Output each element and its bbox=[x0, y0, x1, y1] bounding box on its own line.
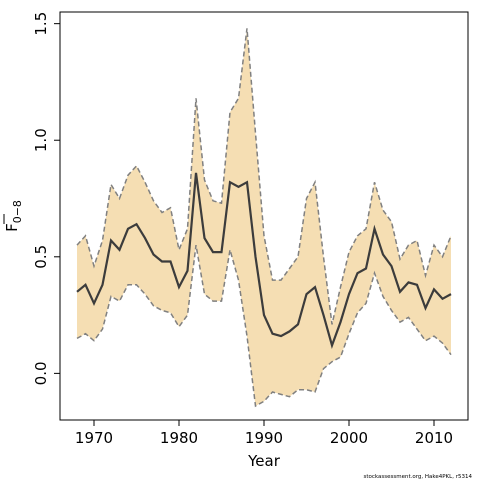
y-axis-title: F0−8 bbox=[3, 200, 24, 232]
x-tick-label: 1990 bbox=[245, 429, 283, 447]
y-axis: 0.0 0.5 1.0 1.5 bbox=[32, 12, 61, 385]
x-axis-title: Year bbox=[247, 452, 281, 470]
x-tick-label: 1970 bbox=[75, 429, 113, 447]
plot-area bbox=[76, 28, 452, 408]
y-axis-title-subscript: 0−8 bbox=[11, 200, 24, 223]
y-tick-label: 1.0 bbox=[32, 128, 50, 152]
y-tick-label: 1.5 bbox=[32, 12, 50, 36]
x-tick-label: 2010 bbox=[415, 429, 453, 447]
y-tick-label: 0.0 bbox=[32, 361, 50, 385]
x-axis: 1970 1980 1990 2000 2010 bbox=[75, 419, 453, 447]
x-tick-label: 2000 bbox=[330, 429, 368, 447]
upper-bound-line bbox=[76, 28, 452, 325]
estimate-line bbox=[76, 172, 452, 349]
footer-credit: stockassessment.org, Hake4PKL, r5314 bbox=[364, 474, 473, 480]
svg-text:F0−8: F0−8 bbox=[3, 200, 24, 232]
x-tick-label: 1980 bbox=[160, 429, 198, 447]
confidence-band bbox=[77, 28, 451, 407]
y-axis-title-main: F bbox=[3, 223, 21, 232]
y-tick-label: 0.5 bbox=[32, 245, 50, 269]
